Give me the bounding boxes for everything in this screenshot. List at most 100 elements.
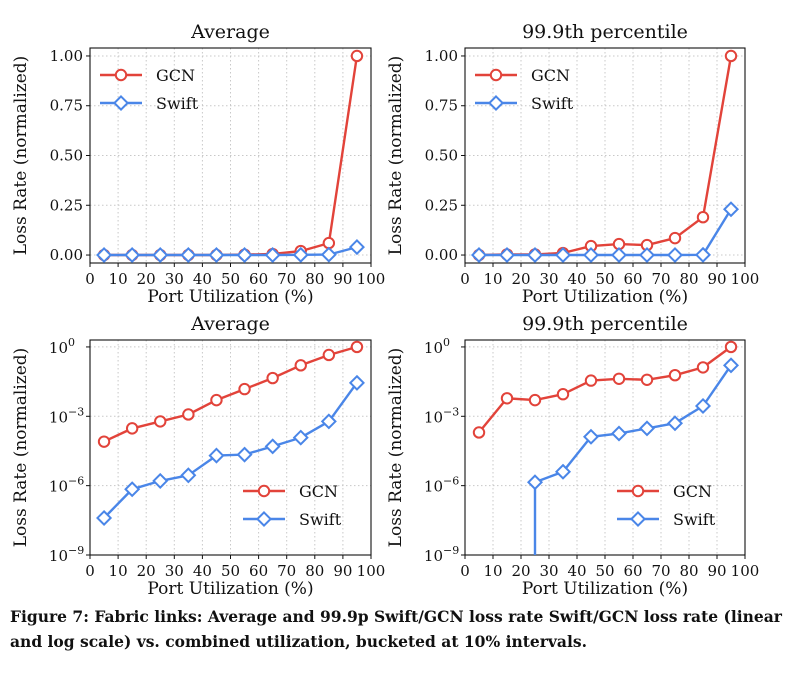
data-point-swift bbox=[292, 246, 309, 263]
x-tick-label: 10 bbox=[483, 270, 502, 288]
data-point-gcn bbox=[696, 361, 710, 374]
legend: GCN Swift bbox=[100, 66, 199, 113]
y-tick-label: 0.25 bbox=[425, 196, 458, 214]
data-point-gcn bbox=[266, 371, 279, 385]
legend-label-gcn: GCN bbox=[531, 66, 570, 85]
x-tick-label: 80 bbox=[679, 270, 698, 288]
x-tick-label: 30 bbox=[539, 270, 558, 288]
data-point-swift bbox=[582, 428, 600, 445]
series-gcn bbox=[472, 340, 738, 439]
x-tick-label: 100 bbox=[731, 562, 760, 580]
x-tick-label: 90 bbox=[333, 562, 352, 580]
data-point-swift bbox=[236, 446, 253, 463]
legend-label-gcn: GCN bbox=[299, 482, 338, 501]
y-tick-exponent: −3 bbox=[443, 405, 459, 418]
data-point-swift bbox=[152, 247, 169, 264]
data-point-swift bbox=[638, 420, 656, 437]
panel-title: 99.9th percentile bbox=[522, 313, 688, 335]
series-line-swift bbox=[103, 382, 358, 519]
panel-title: Average bbox=[190, 313, 270, 335]
x-tick-label: 80 bbox=[305, 562, 324, 580]
x-tick-label: 30 bbox=[165, 270, 184, 288]
data-point-gcn bbox=[640, 373, 654, 386]
y-tick-label: 0.00 bbox=[50, 246, 83, 264]
data-point-swift bbox=[582, 247, 600, 264]
data-point-gcn bbox=[294, 359, 307, 372]
series-swift bbox=[470, 201, 740, 264]
x-tick-label: 70 bbox=[651, 562, 670, 580]
data-point-swift bbox=[610, 247, 628, 264]
data-point-swift bbox=[152, 472, 169, 489]
x-tick-label: 50 bbox=[221, 562, 240, 580]
data-point-swift bbox=[320, 413, 337, 430]
data-point-gcn bbox=[696, 211, 710, 224]
data-point-gcn bbox=[97, 435, 111, 448]
legend-marker-gcn bbox=[489, 68, 503, 82]
x-axis-label: Port Utilization (%) bbox=[522, 579, 688, 599]
y-tick-label: 0.50 bbox=[50, 147, 83, 165]
chart-panel-1: 0 10 20 30 40 50 60 70 80 90 100 0.00 0.25 0.50 0.75 1.… bbox=[11, 21, 385, 307]
data-point-gcn bbox=[125, 422, 139, 435]
x-tick-label: 100 bbox=[731, 270, 760, 288]
data-point-gcn bbox=[668, 368, 682, 382]
series-line-gcn bbox=[478, 345, 732, 434]
data-point-gcn bbox=[556, 388, 570, 401]
y-tick-label: 10 bbox=[424, 408, 443, 426]
x-tick-label: 50 bbox=[221, 270, 240, 288]
x-tick-label: 60 bbox=[623, 562, 642, 580]
series-swift bbox=[96, 374, 365, 526]
y-tick-label: 0.25 bbox=[50, 196, 83, 214]
y-tick-label: 0.75 bbox=[425, 97, 458, 115]
x-tick-label: 100 bbox=[357, 270, 386, 288]
y-tick-exponent: −6 bbox=[68, 475, 84, 488]
series-swift bbox=[526, 357, 740, 555]
data-point-gcn bbox=[154, 415, 167, 428]
legend-label-swift: Swift bbox=[299, 510, 342, 529]
x-tick-label: 10 bbox=[483, 562, 502, 580]
panel-title: 99.9th percentile bbox=[522, 21, 688, 43]
x-tick-label: 20 bbox=[511, 270, 530, 288]
x-tick-label: 60 bbox=[623, 270, 642, 288]
data-point-swift bbox=[722, 357, 740, 374]
data-point-swift bbox=[470, 247, 488, 264]
legend-label-gcn: GCN bbox=[156, 66, 195, 85]
chart-panel-2: 0 10 20 30 40 50 60 70 80 90 100 0.00 0.25 0.50 0.75 1.… bbox=[386, 21, 759, 307]
data-point-swift bbox=[320, 246, 337, 263]
x-tick-label: 20 bbox=[137, 562, 156, 580]
legend: GCN Swift bbox=[617, 482, 716, 529]
legend-marker-swift bbox=[487, 94, 505, 112]
data-point-swift bbox=[554, 463, 572, 480]
y-tick-label: 1.00 bbox=[425, 47, 458, 65]
data-point-gcn bbox=[238, 382, 251, 396]
data-point-gcn bbox=[210, 393, 223, 407]
x-tick-label: 90 bbox=[707, 562, 726, 580]
data-point-gcn bbox=[612, 372, 626, 385]
data-point-swift bbox=[526, 247, 544, 264]
series-line-swift bbox=[104, 245, 358, 257]
data-point-swift bbox=[694, 246, 712, 263]
data-point-swift bbox=[124, 481, 141, 498]
x-tick-label: 30 bbox=[539, 562, 558, 580]
data-point-swift bbox=[498, 247, 516, 264]
data-point-gcn bbox=[668, 231, 682, 245]
y-tick-label: 1.00 bbox=[50, 47, 83, 65]
x-tick-label: 60 bbox=[249, 270, 268, 288]
series-line-swift bbox=[479, 208, 733, 257]
x-tick-label: 70 bbox=[277, 562, 296, 580]
data-point-swift bbox=[610, 425, 628, 442]
y-tick-label: 10 bbox=[424, 478, 443, 496]
data-point-swift bbox=[208, 447, 225, 464]
data-point-swift bbox=[96, 247, 113, 264]
x-tick-label: 10 bbox=[109, 270, 128, 288]
x-tick-label: 40 bbox=[567, 562, 586, 580]
legend-marker-swift bbox=[629, 510, 647, 528]
x-tick-label: 80 bbox=[305, 270, 324, 288]
x-axis-label: Port Utilization (%) bbox=[147, 579, 313, 599]
x-tick-label: 90 bbox=[333, 270, 352, 288]
data-point-gcn bbox=[182, 408, 195, 421]
x-tick-label: 50 bbox=[595, 562, 614, 580]
figure-canvas: 0 10 20 30 40 50 60 70 80 90 100 0.00 0.25 0.50 0.75 1.… bbox=[11, 21, 759, 599]
x-tick-label: 0 bbox=[460, 562, 470, 580]
